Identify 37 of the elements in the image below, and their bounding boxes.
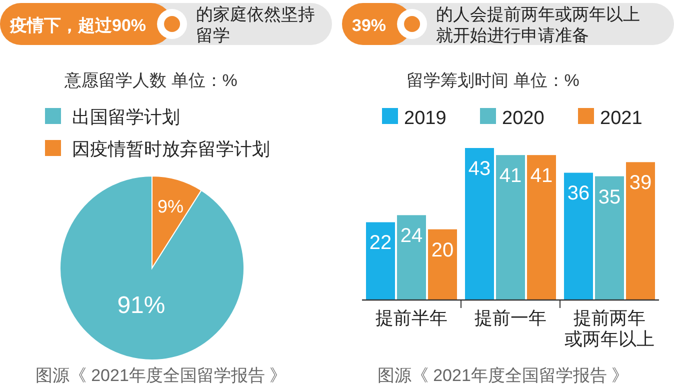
- text: 意愿留学人数 单位：%: [64, 71, 238, 90]
- x-tick-label: 提前两年或两年以上: [564, 308, 654, 349]
- data-label: 20: [431, 239, 454, 262]
- bar: [397, 215, 426, 300]
- data-label: 9%: [157, 196, 184, 216]
- data-label: 91%: [117, 292, 166, 320]
- bar: [626, 162, 655, 300]
- chart-subtitle: 的家庭依然坚持留学: [196, 5, 316, 45]
- chart-subtitle: 的人会提前两年或两年以上就开始进行申请准备: [436, 5, 640, 45]
- bar: [527, 155, 556, 300]
- legend-label: 2020: [502, 108, 544, 129]
- text: 图源《 2021年度全国留学报告 》: [35, 366, 287, 385]
- legend-label: 2021: [600, 108, 642, 129]
- bar: [366, 222, 395, 300]
- x-tick-label: 提前一年: [474, 308, 546, 328]
- bar: [595, 176, 624, 300]
- data-label: 41: [499, 165, 522, 188]
- chart-title: 39%: [352, 16, 386, 35]
- data-label: 24: [400, 225, 423, 248]
- data-label: 43: [468, 158, 491, 180]
- legend-label: 2019: [404, 108, 446, 129]
- bar: [428, 229, 457, 300]
- bar: [496, 155, 525, 300]
- data-label: 39: [629, 172, 652, 194]
- legend-label: 因疫情暂时放弃留学计划: [72, 139, 270, 159]
- text: 图源《 2021年度全国留学报告 》: [377, 366, 629, 385]
- pie-slice: [60, 176, 244, 360]
- text: 留学筹划时间 单位：%: [406, 71, 580, 90]
- bar: [465, 148, 494, 300]
- x-tick-label: 提前半年: [376, 308, 448, 328]
- chart-title: 疫情下，超过90%: [9, 16, 146, 35]
- data-label: 36: [567, 182, 590, 205]
- data-label: 41: [530, 165, 553, 188]
- legend-label: 出国留学计划: [72, 107, 180, 127]
- data-label: 22: [369, 232, 392, 254]
- bar: [564, 172, 593, 300]
- data-label: 35: [598, 186, 621, 208]
